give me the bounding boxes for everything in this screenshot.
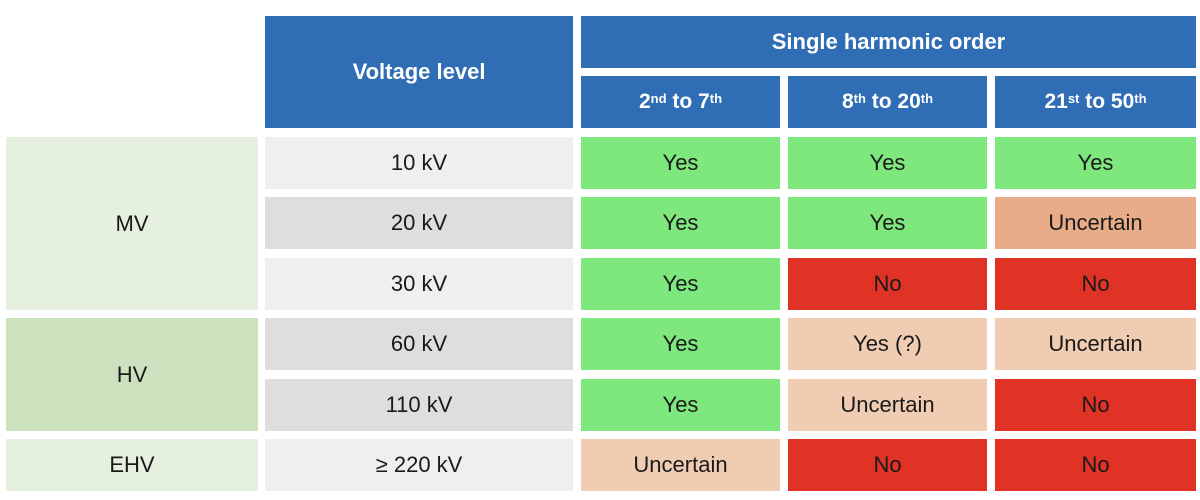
- status-cell-yes: Yes: [581, 137, 780, 189]
- status-cell-yes: Yes: [581, 197, 780, 249]
- harmonic-number: 20: [897, 90, 921, 113]
- voltage-cell: 30 kV: [265, 258, 573, 310]
- status-cell-yes: Yes: [581, 379, 780, 431]
- status-cell-uncertain: Uncertain: [995, 318, 1196, 370]
- status-cell-yes: Yes: [995, 137, 1196, 189]
- status-cell-uncertain: Yes (?): [788, 318, 987, 370]
- voltage-cell: 10 kV: [265, 137, 573, 189]
- status-cell-no: No: [788, 439, 987, 491]
- status-cell-yes: Yes: [581, 258, 780, 310]
- status-cell-yes: Yes: [788, 137, 987, 189]
- status-cell-no: No: [995, 379, 1196, 431]
- voltage-cell: ≥ 220 kV: [265, 439, 573, 491]
- status-cell-uncertain-dark: Uncertain: [995, 197, 1196, 249]
- harmonic-number: 21: [1044, 90, 1068, 113]
- voltage-group-label: HV: [6, 318, 258, 431]
- harmonic-number: to: [1079, 90, 1111, 113]
- status-cell-yes: Yes: [788, 197, 987, 249]
- voltage-group-label: MV: [6, 137, 258, 310]
- harmonic-number: 7: [698, 90, 710, 113]
- single-harmonic-order-header: Single harmonic order: [581, 16, 1196, 68]
- status-cell-uncertain: Uncertain: [581, 439, 780, 491]
- status-cell-no: No: [788, 258, 987, 310]
- harmonic-number: to: [865, 90, 898, 113]
- harmonic-number: 8: [841, 90, 854, 113]
- voltage-cell: 110 kV: [265, 379, 573, 431]
- status-cell-uncertain: Uncertain: [788, 379, 987, 431]
- voltage-cell: 20 kV: [265, 197, 573, 249]
- voltage-group-label: EHV: [6, 439, 258, 491]
- status-cell-no: No: [995, 258, 1196, 310]
- harmonic-number: 2: [638, 90, 651, 113]
- status-cell-no: No: [995, 439, 1196, 491]
- status-cell-yes: Yes: [581, 318, 780, 370]
- harmonic-number: to: [666, 90, 699, 113]
- voltage-cell: 60 kV: [265, 318, 573, 370]
- voltage-level-header: Voltage level: [265, 16, 573, 128]
- harmonic-number: 50: [1110, 90, 1135, 113]
